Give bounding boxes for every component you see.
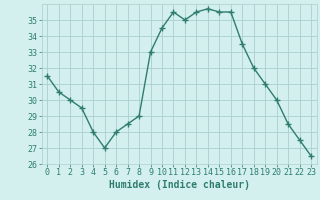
X-axis label: Humidex (Indice chaleur): Humidex (Indice chaleur) [109, 180, 250, 190]
